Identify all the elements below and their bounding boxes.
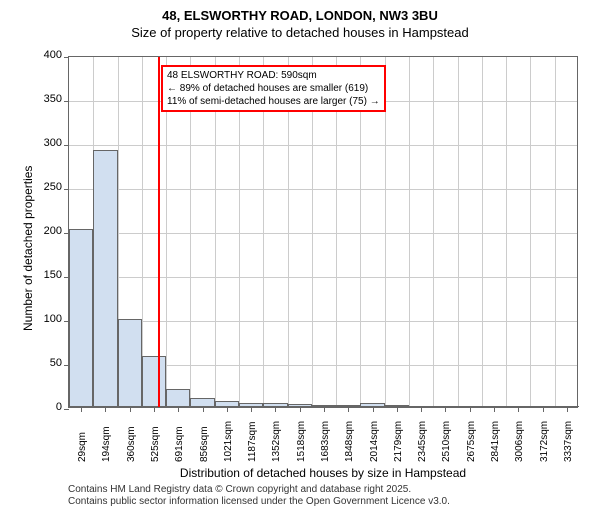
grid-line-v [555, 57, 556, 407]
x-tick-label: 2675sqm [466, 421, 477, 462]
grid-line-h [69, 277, 577, 278]
x-tick-label: 856sqm [199, 426, 210, 462]
grid-line-h [69, 233, 577, 234]
grid-line-v [506, 57, 507, 407]
y-tick-label: 50 [22, 357, 62, 369]
y-tick-label: 0 [22, 401, 62, 413]
x-tick-label: 360sqm [126, 426, 137, 462]
x-tick-label: 2014sqm [369, 421, 380, 462]
grid-line-h [69, 189, 577, 190]
x-tick-label: 3337sqm [563, 421, 574, 462]
x-tick-label: 1021sqm [223, 421, 234, 462]
x-tick-mark [105, 407, 106, 412]
x-tick-label: 194sqm [101, 426, 112, 462]
grid-line-v [409, 57, 410, 407]
x-tick-label: 1187sqm [247, 422, 258, 462]
plot-area: 48 ELSWORTHY ROAD: 590sqm ← 89% of detac… [68, 56, 578, 408]
x-tick-mark [178, 407, 179, 412]
y-tick-label: 200 [22, 225, 62, 237]
y-tick-label: 350 [22, 93, 62, 105]
histogram-bar [142, 356, 166, 407]
x-tick-mark [251, 407, 252, 412]
y-tick-mark [64, 233, 69, 234]
grid-line-v [458, 57, 459, 407]
y-tick-mark [64, 365, 69, 366]
x-tick-mark [300, 407, 301, 412]
x-tick-mark [275, 407, 276, 412]
chart-container: 48, ELSWORTHY ROAD, LONDON, NW3 3BU Size… [0, 8, 600, 508]
y-tick-label: 250 [22, 181, 62, 193]
y-tick-mark [64, 57, 69, 58]
y-tick-mark [64, 321, 69, 322]
annotation-line2: ← 89% of detached houses are smaller (61… [167, 82, 380, 95]
x-tick-label: 525sqm [150, 426, 161, 462]
x-tick-label: 3006sqm [514, 421, 525, 462]
x-tick-mark [445, 407, 446, 412]
footnote-line1: Contains HM Land Registry data © Crown c… [68, 484, 411, 495]
x-tick-mark [397, 407, 398, 412]
x-tick-label: 2179sqm [393, 421, 404, 462]
x-tick-mark [421, 407, 422, 412]
x-tick-label: 691sqm [174, 426, 185, 462]
histogram-bar [190, 398, 214, 407]
x-tick-label: 3172sqm [539, 421, 550, 462]
x-tick-mark [567, 407, 568, 412]
y-tick-label: 400 [22, 49, 62, 61]
property-marker-line [158, 57, 160, 407]
annotation-line1: 48 ELSWORTHY ROAD: 590sqm [167, 69, 380, 82]
histogram-bar [166, 389, 190, 407]
x-tick-label: 1848sqm [344, 421, 355, 462]
y-tick-mark [64, 145, 69, 146]
footnote-line2: Contains public sector information licen… [68, 496, 450, 507]
annotation-line3: 11% of semi-detached houses are larger (… [167, 95, 380, 108]
x-tick-mark [81, 407, 82, 412]
x-tick-label: 1683sqm [320, 421, 331, 462]
grid-line-v [530, 57, 531, 407]
histogram-bar [118, 319, 142, 407]
x-tick-label: 1518sqm [296, 421, 307, 462]
x-tick-mark [154, 407, 155, 412]
grid-line-v [482, 57, 483, 407]
x-axis-label: Distribution of detached houses by size … [68, 466, 578, 480]
x-tick-mark [203, 407, 204, 412]
y-tick-label: 100 [22, 313, 62, 325]
y-tick-label: 300 [22, 137, 62, 149]
y-tick-mark [64, 409, 69, 410]
x-tick-mark [543, 407, 544, 412]
x-tick-mark [227, 407, 228, 412]
x-tick-label: 2841sqm [490, 421, 501, 462]
x-tick-label: 1352sqm [271, 421, 282, 462]
x-tick-mark [348, 407, 349, 412]
x-tick-mark [470, 407, 471, 412]
grid-line-h [69, 145, 577, 146]
chart-title-line1: 48, ELSWORTHY ROAD, LONDON, NW3 3BU [0, 8, 600, 23]
chart-title-line2: Size of property relative to detached ho… [0, 25, 600, 40]
x-tick-mark [518, 407, 519, 412]
annotation-box: 48 ELSWORTHY ROAD: 590sqm ← 89% of detac… [161, 65, 386, 112]
x-tick-mark [130, 407, 131, 412]
grid-line-h [69, 321, 577, 322]
x-tick-mark [324, 407, 325, 412]
x-tick-label: 29sqm [77, 432, 88, 462]
x-tick-label: 2345sqm [417, 421, 428, 462]
x-tick-mark [373, 407, 374, 412]
histogram-bar [93, 150, 117, 407]
grid-line-v [142, 57, 143, 407]
y-tick-label: 150 [22, 269, 62, 281]
y-tick-mark [64, 277, 69, 278]
y-tick-mark [64, 101, 69, 102]
histogram-bar [69, 229, 93, 407]
x-tick-label: 2510sqm [441, 421, 452, 462]
x-tick-mark [494, 407, 495, 412]
y-tick-mark [64, 189, 69, 190]
grid-line-v [433, 57, 434, 407]
